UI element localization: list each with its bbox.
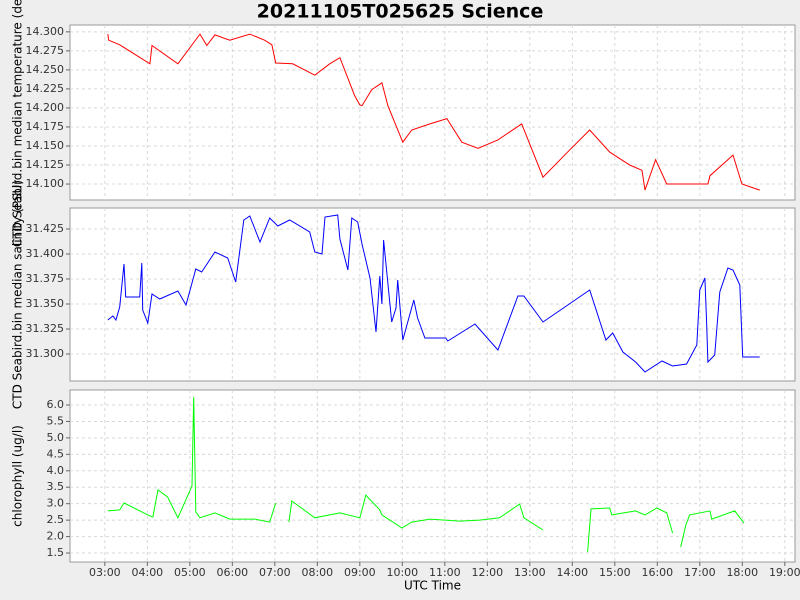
x-tick-label: 12:00 <box>471 566 503 579</box>
y-tick-label: 2.5 <box>47 513 65 526</box>
chart-title: 20211105T025625 Science <box>257 1 544 23</box>
y-tick-label: 5.5 <box>47 414 65 427</box>
x-tick-label: 04:00 <box>131 566 163 579</box>
y-axis-label: CTD Seabird.bin median salinity (PSU) <box>11 180 25 409</box>
y-tick-label: 14.150 <box>26 139 65 152</box>
x-tick-label: 18:00 <box>726 566 758 579</box>
plot-area <box>69 389 796 563</box>
y-tick-label: 14.300 <box>26 25 65 38</box>
y-tick-label: 5.0 <box>47 431 65 444</box>
x-tick-label: 07:00 <box>259 566 291 579</box>
y-tick-label: 6.0 <box>47 398 65 411</box>
y-tick-label: 3.5 <box>47 480 65 493</box>
plot-area <box>69 207 796 382</box>
x-tick-label: 14:00 <box>556 566 588 579</box>
y-axis-label: chlorophyll (ug/l) <box>11 425 25 527</box>
y-axis-label: CTD Seabird.bin median temperature (degC… <box>11 0 25 247</box>
x-tick-label: 13:00 <box>514 566 546 579</box>
x-tick-label: 09:00 <box>344 566 376 579</box>
y-tick-label: 4.0 <box>47 464 65 477</box>
y-tick-label: 14.225 <box>26 82 65 95</box>
y-tick-label: 31.325 <box>26 322 65 335</box>
y-tick-label: 2.0 <box>47 530 65 543</box>
x-tick-label: 08:00 <box>301 566 333 579</box>
y-tick-label: 14.200 <box>26 101 65 114</box>
x-tick-label: 19:00 <box>769 566 800 579</box>
x-tick-label: 03:00 <box>89 566 121 579</box>
x-axis-label: UTC Time <box>404 579 461 593</box>
plot-area <box>69 24 796 201</box>
y-tick-label: 31.400 <box>26 247 65 260</box>
data-line <box>107 397 745 553</box>
x-tick-label: 06:00 <box>216 566 248 579</box>
y-tick-label: 14.275 <box>26 44 65 57</box>
y-tick-label: 1.5 <box>47 546 65 559</box>
y-tick-label: 31.375 <box>26 272 65 285</box>
y-tick-label: 31.350 <box>26 297 65 310</box>
x-tick-label: 10:00 <box>386 566 418 579</box>
x-tick-label: 15:00 <box>599 566 631 579</box>
x-tick-label: 05:00 <box>174 566 206 579</box>
x-tick-label: 16:00 <box>641 566 673 579</box>
y-tick-label: 4.5 <box>47 447 65 460</box>
data-line <box>107 33 760 191</box>
y-tick-label: 3.0 <box>47 497 65 510</box>
y-tick-label: 14.175 <box>26 120 65 133</box>
y-tick-label: 14.125 <box>26 158 65 171</box>
data-line <box>107 214 760 373</box>
y-tick-label: 31.425 <box>26 222 65 235</box>
x-tick-label: 17:00 <box>684 566 716 579</box>
y-tick-label: 14.250 <box>26 63 65 76</box>
y-tick-label: 31.300 <box>26 347 65 360</box>
x-tick-label: 11:00 <box>429 566 461 579</box>
y-tick-label: 14.100 <box>26 177 65 190</box>
